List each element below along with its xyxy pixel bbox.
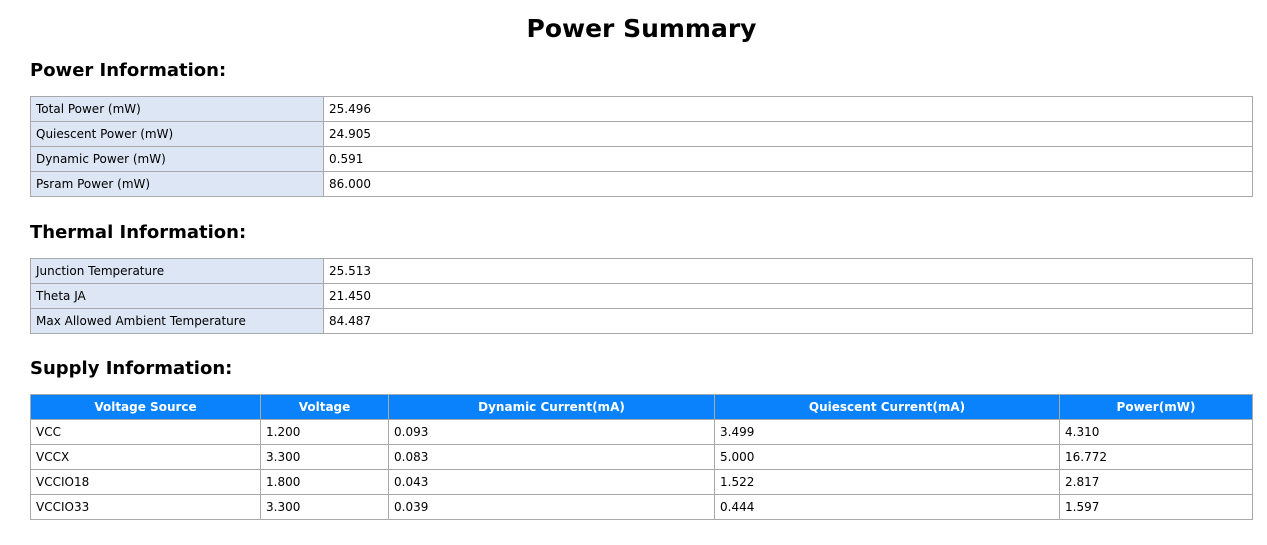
table-cell: 2.817	[1059, 469, 1253, 495]
table-cell: 1.597	[1059, 494, 1253, 520]
table-cell: 0.093	[388, 419, 715, 445]
psram-power-value: 86.000	[323, 171, 1253, 197]
table-cell: 1.522	[714, 469, 1060, 495]
table-cell: 0.083	[388, 444, 715, 470]
column-header-voltage: Voltage	[260, 394, 389, 420]
table-row: Quiescent Power (mW) 24.905	[30, 121, 1253, 147]
theta-ja-label: Theta JA	[30, 283, 324, 309]
table-cell: VCCIO18	[30, 469, 261, 495]
junction-temperature-value: 25.513	[323, 258, 1253, 284]
supply-information-table: Voltage Source Voltage Dynamic Current(m…	[30, 394, 1253, 520]
junction-temperature-label: Junction Temperature	[30, 258, 324, 284]
table-cell: 3.499	[714, 419, 1060, 445]
column-header-power: Power(mW)	[1059, 394, 1253, 420]
table-cell: 3.300	[260, 444, 389, 470]
max-ambient-temperature-value: 84.487	[323, 308, 1253, 334]
table-row: VCCIO33 3.300 0.039 0.444 1.597	[30, 494, 1253, 520]
table-row: VCCIO18 1.800 0.043 1.522 2.817	[30, 469, 1253, 495]
table-cell: 1.800	[260, 469, 389, 495]
power-information-table: Total Power (mW) 25.496 Quiescent Power …	[30, 96, 1253, 197]
table-row: Dynamic Power (mW) 0.591	[30, 146, 1253, 172]
total-power-value: 25.496	[323, 96, 1253, 122]
power-information-heading: Power Information:	[30, 60, 227, 81]
table-cell: 16.772	[1059, 444, 1253, 470]
table-row: VCCX 3.300 0.083 5.000 16.772	[30, 444, 1253, 470]
theta-ja-value: 21.450	[323, 283, 1253, 309]
column-header-voltage-source: Voltage Source	[30, 394, 261, 420]
table-row: Junction Temperature 25.513	[30, 258, 1253, 284]
column-header-dynamic-current: Dynamic Current(mA)	[388, 394, 715, 420]
table-cell: VCCX	[30, 444, 261, 470]
psram-power-label: Psram Power (mW)	[30, 171, 324, 197]
table-cell: 0.039	[388, 494, 715, 520]
table-cell: 0.043	[388, 469, 715, 495]
thermal-information-table: Junction Temperature 25.513 Theta JA 21.…	[30, 258, 1253, 334]
table-cell: 3.300	[260, 494, 389, 520]
thermal-information-heading: Thermal Information:	[30, 222, 247, 243]
dynamic-power-label: Dynamic Power (mW)	[30, 146, 324, 172]
supply-information-heading: Supply Information:	[30, 358, 233, 379]
page-title: Power Summary	[526, 14, 757, 43]
max-ambient-temperature-label: Max Allowed Ambient Temperature	[30, 308, 324, 334]
table-row: Theta JA 21.450	[30, 283, 1253, 309]
table-cell: 4.310	[1059, 419, 1253, 445]
table-row: Total Power (mW) 25.496	[30, 96, 1253, 122]
table-cell: VCC	[30, 419, 261, 445]
table-cell: 0.444	[714, 494, 1060, 520]
dynamic-power-value: 0.591	[323, 146, 1253, 172]
table-cell: VCCIO33	[30, 494, 261, 520]
table-cell: 5.000	[714, 444, 1060, 470]
table-row: Psram Power (mW) 86.000	[30, 171, 1253, 197]
quiescent-power-label: Quiescent Power (mW)	[30, 121, 324, 147]
total-power-label: Total Power (mW)	[30, 96, 324, 122]
table-row: Max Allowed Ambient Temperature 84.487	[30, 308, 1253, 334]
quiescent-power-value: 24.905	[323, 121, 1253, 147]
column-header-quiescent-current: Quiescent Current(mA)	[714, 394, 1060, 420]
table-header-row: Voltage Source Voltage Dynamic Current(m…	[30, 394, 1253, 420]
table-row: VCC 1.200 0.093 3.499 4.310	[30, 419, 1253, 445]
table-cell: 1.200	[260, 419, 389, 445]
